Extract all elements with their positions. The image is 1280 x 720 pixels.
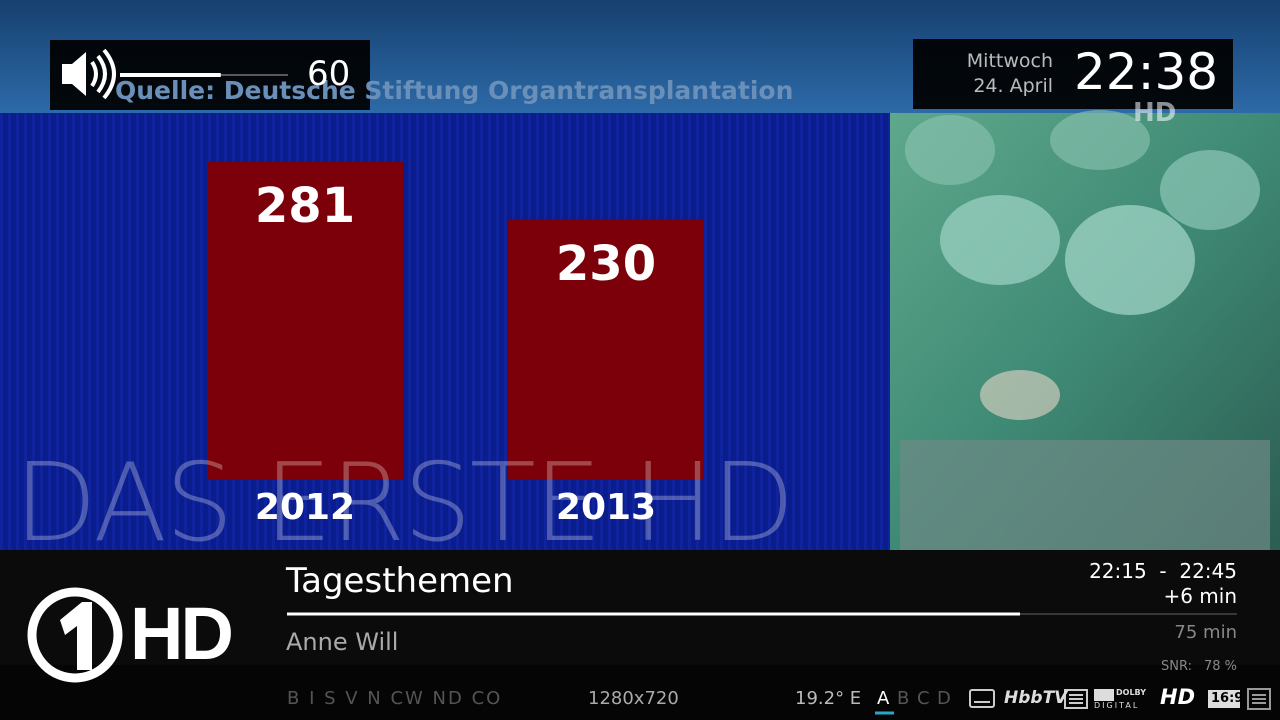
- caid-list: B I S V N CW ND CO: [287, 688, 503, 709]
- dolby-icon: DOLBY: [1116, 688, 1146, 697]
- video-hd-badge: HD: [1133, 98, 1177, 128]
- aspect-icon: 16:9: [1211, 691, 1244, 706]
- video-chart-year: 2013: [555, 487, 657, 528]
- event-title: Tagesthemen: [286, 561, 514, 601]
- clock-time: 22:38: [1074, 43, 1219, 101]
- event-delay: +6 min: [1163, 584, 1237, 608]
- video-chart-year: 2012: [254, 487, 356, 528]
- video-chart-bar: [207, 162, 403, 480]
- video-source: Quelle: Deutsche Stiftung Organtransplan…: [115, 76, 794, 105]
- video-chart-value: 230: [555, 235, 657, 292]
- channel-watermark: DAS ERSTE HD: [14, 441, 795, 566]
- event-duration: 75 min: [1174, 622, 1237, 643]
- snr-value: 78 %: [1203, 659, 1237, 674]
- video-chart-bar: [508, 219, 704, 480]
- clock-weekday: Mittwoch: [966, 50, 1053, 72]
- volume-value: 60: [307, 54, 351, 94]
- audio-track: B: [897, 688, 910, 709]
- resolution: 1280x720: [588, 688, 679, 709]
- hd-icon: HD: [1160, 685, 1196, 709]
- video-chart-value: 281: [254, 178, 356, 234]
- snr-label: SNR:: [1161, 659, 1192, 674]
- dolby-icon-sub: DIGITAL: [1094, 701, 1140, 710]
- hbbtv-icon: HbbTV: [1004, 688, 1068, 708]
- audio-track: A: [877, 688, 890, 709]
- audio-track: D: [937, 688, 951, 709]
- orbital-position: 19.2° E: [795, 688, 862, 709]
- channel-logo: HD: [130, 592, 234, 675]
- clock-date: 24. April: [973, 75, 1053, 97]
- event-subtitle: Anne Will: [286, 628, 399, 656]
- audio-track: C: [917, 688, 930, 709]
- event-time: 22:15 - 22:45: [1089, 559, 1237, 583]
